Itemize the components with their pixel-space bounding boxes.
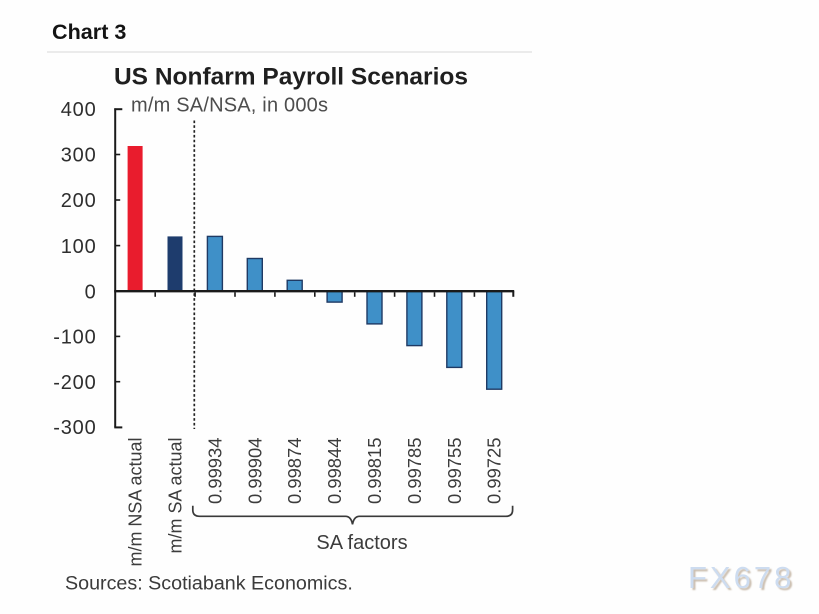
svg-text:200: 200 bbox=[61, 190, 97, 212]
svg-text:0.99934: 0.99934 bbox=[204, 438, 225, 504]
svg-text:0.99904: 0.99904 bbox=[244, 438, 265, 504]
svg-text:m/m NSA actual: m/m NSA actual bbox=[126, 438, 146, 567]
svg-text:0.99725: 0.99725 bbox=[484, 438, 505, 504]
svg-text:-300: -300 bbox=[53, 417, 96, 439]
svg-text:0: 0 bbox=[85, 281, 97, 303]
svg-text:m/m SA/NSA, in 000s: m/m SA/NSA, in 000s bbox=[131, 95, 328, 117]
svg-text:300: 300 bbox=[61, 145, 97, 167]
svg-text:m/m SA actual: m/m SA actual bbox=[166, 438, 186, 554]
svg-text:400: 400 bbox=[61, 99, 97, 121]
svg-text:Sources: Scotiabank Economics.: Sources: Scotiabank Economics. bbox=[65, 572, 353, 594]
svg-text:-200: -200 bbox=[53, 372, 96, 394]
svg-text:0.99755: 0.99755 bbox=[444, 438, 465, 504]
svg-text:0.99874: 0.99874 bbox=[284, 438, 305, 504]
svg-text:US Nonfarm Payroll Scenarios: US Nonfarm Payroll Scenarios bbox=[114, 64, 468, 91]
svg-text:-100: -100 bbox=[53, 327, 96, 349]
svg-text:100: 100 bbox=[61, 236, 97, 258]
svg-text:0.99844: 0.99844 bbox=[324, 438, 345, 504]
svg-text:0.99785: 0.99785 bbox=[404, 438, 425, 504]
svg-text:0.99815: 0.99815 bbox=[364, 438, 385, 504]
svg-text:SA factors: SA factors bbox=[316, 532, 407, 554]
